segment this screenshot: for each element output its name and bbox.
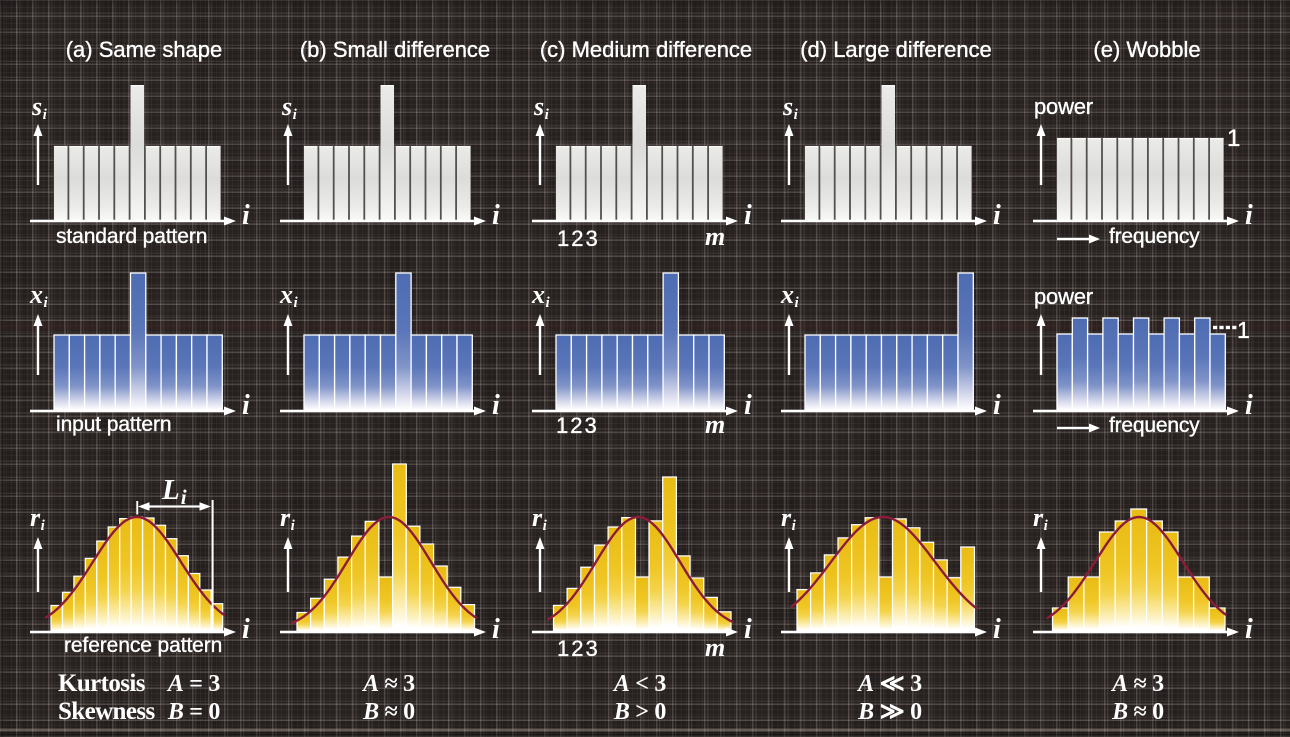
svg-text:si: si — [533, 92, 550, 123]
svg-text:A ≈ 3: A ≈ 3 — [361, 671, 415, 697]
svg-text:i: i — [744, 390, 752, 421]
svg-text:i: i — [1245, 390, 1253, 421]
svg-text:input pattern: input pattern — [56, 413, 171, 436]
svg-text:i: i — [1245, 200, 1253, 231]
svg-text:standard pattern: standard pattern — [56, 225, 207, 248]
svg-text:ri: ri — [781, 503, 797, 534]
svg-text:i: i — [242, 614, 250, 645]
svg-text:m: m — [705, 633, 725, 662]
svg-text:si: si — [31, 92, 48, 123]
svg-text:A < 3: A < 3 — [612, 671, 666, 697]
svg-text:m: m — [705, 222, 725, 251]
svg-text:A ≪ 3: A ≪ 3 — [856, 671, 922, 697]
svg-text:xi: xi — [531, 280, 551, 311]
svg-text:m: m — [705, 410, 725, 439]
svg-text:A ≈ 3: A ≈ 3 — [1110, 671, 1164, 697]
svg-text:i: i — [993, 614, 1001, 645]
svg-text:B ≫ 0: B ≫ 0 — [857, 699, 922, 725]
svg-text:i: i — [744, 200, 752, 231]
svg-text:ri: ri — [532, 503, 548, 534]
svg-text:Skewness: Skewness — [58, 698, 155, 725]
svg-text:power: power — [1034, 284, 1093, 309]
svg-text:123: 123 — [557, 226, 600, 251]
svg-text:Li: Li — [161, 474, 187, 509]
svg-text:i: i — [242, 390, 250, 421]
svg-text:frequency: frequency — [1109, 414, 1200, 437]
svg-text:B ≈ 0: B ≈ 0 — [362, 699, 415, 725]
svg-text:i: i — [1245, 614, 1253, 645]
svg-text:si: si — [782, 92, 799, 123]
svg-text:123: 123 — [557, 636, 600, 661]
svg-text:(c) Medium difference: (c) Medium difference — [540, 37, 752, 62]
svg-text:A = 3: A = 3 — [166, 671, 220, 697]
svg-text:ri: ri — [1033, 503, 1049, 534]
svg-text:(b) Small difference: (b) Small difference — [300, 37, 490, 62]
svg-text:xi: xi — [780, 280, 800, 311]
svg-text:power: power — [1034, 94, 1093, 119]
svg-text:Kurtosis: Kurtosis — [58, 670, 146, 697]
svg-text:i: i — [492, 614, 500, 645]
svg-text:i: i — [242, 200, 250, 231]
svg-text:i: i — [993, 200, 1001, 231]
svg-text:B ≈ 0: B ≈ 0 — [1111, 699, 1164, 725]
svg-text:(d) Large difference: (d) Large difference — [800, 37, 992, 62]
svg-text:1: 1 — [1227, 125, 1240, 152]
svg-text:si: si — [281, 92, 298, 123]
svg-text:1: 1 — [1237, 317, 1249, 343]
svg-text:reference pattern: reference pattern — [64, 634, 222, 657]
svg-text:B = 0: B = 0 — [167, 699, 220, 725]
svg-text:i: i — [492, 200, 500, 231]
svg-text:frequency: frequency — [1109, 225, 1200, 248]
svg-text:i: i — [993, 390, 1001, 421]
svg-text:ri: ri — [280, 503, 296, 534]
svg-text:ri: ri — [30, 503, 46, 534]
svg-text:123: 123 — [556, 413, 599, 438]
svg-text:i: i — [744, 614, 752, 645]
svg-text:B > 0: B > 0 — [613, 699, 666, 725]
svg-text:(a) Same shape: (a) Same shape — [66, 37, 223, 62]
svg-text:i: i — [492, 390, 500, 421]
svg-text:xi: xi — [29, 280, 49, 311]
svg-text:xi: xi — [279, 280, 299, 311]
svg-text:(e) Wobble: (e) Wobble — [1093, 37, 1200, 62]
